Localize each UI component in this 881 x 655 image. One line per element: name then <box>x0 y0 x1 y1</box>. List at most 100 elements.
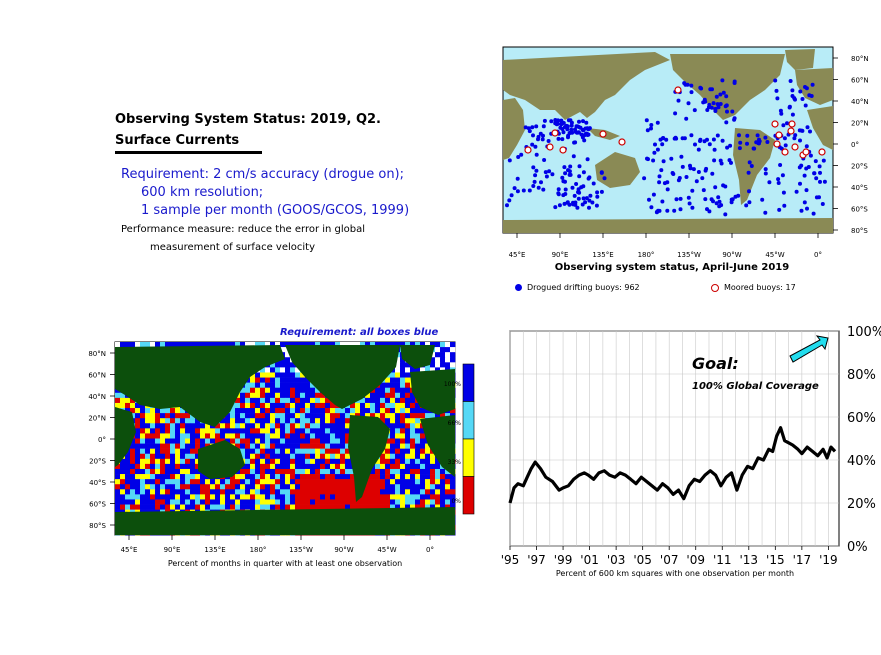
coverage-cell <box>330 448 336 455</box>
coverage-cell <box>270 468 276 475</box>
coverage-cell <box>295 413 301 419</box>
coverage-cell <box>150 413 156 419</box>
coverage-cell <box>245 438 251 444</box>
coverage-cell <box>395 367 401 373</box>
coverage-cell <box>190 484 196 490</box>
coverage-cell <box>245 392 251 399</box>
coverage-cell <box>375 489 381 495</box>
coverage-cell <box>320 479 326 485</box>
coverage-cell <box>400 443 406 449</box>
drifter-dot <box>805 125 810 130</box>
coverage-cell <box>425 408 431 414</box>
coverage-cell <box>200 342 206 348</box>
coverage-cell <box>230 474 236 480</box>
coverage-cell <box>345 468 351 475</box>
coverage-cell <box>320 392 326 399</box>
drifter-dot <box>649 123 654 127</box>
drifter-dot <box>671 172 676 176</box>
coverage-cell <box>370 484 376 490</box>
coverage-cell <box>140 499 146 505</box>
coverage-cell <box>275 468 281 475</box>
coverage-cell <box>155 474 161 480</box>
drifter-dot <box>760 197 765 202</box>
x-tick-label: '09 <box>686 553 705 567</box>
drifter-dot <box>705 137 709 142</box>
coverage-cell <box>390 428 396 434</box>
coverage-cell <box>140 504 146 510</box>
coverage-cell <box>410 448 416 455</box>
coverage-cell <box>230 489 236 495</box>
coverage-cell <box>250 443 256 449</box>
drifter-dot <box>775 96 780 101</box>
coverage-cell <box>175 418 181 424</box>
coverage-cell <box>260 428 266 434</box>
coverage-cell <box>400 382 406 389</box>
drifter-dot <box>661 159 666 164</box>
coverage-cell <box>140 474 146 480</box>
coverage-cell <box>235 423 241 429</box>
coverage-cell <box>405 387 411 394</box>
drifter-dot <box>660 142 665 147</box>
coverage-cell <box>295 463 301 470</box>
coverage-cell <box>395 494 401 500</box>
coverage-cell <box>380 408 386 414</box>
coverage-cell <box>255 458 261 465</box>
coverage-cell <box>245 468 251 475</box>
coverage-cell <box>425 484 431 490</box>
drifter-dot <box>745 141 749 146</box>
coverage-cell <box>285 387 291 394</box>
coverage-cell <box>250 484 256 490</box>
coverage-cell <box>410 392 416 399</box>
coverage-cell <box>270 433 276 439</box>
coverage-cell <box>330 479 336 485</box>
coverage-cell <box>390 423 396 429</box>
coverage-cell <box>250 438 256 444</box>
coverage-cell <box>415 408 421 414</box>
coverage-cell <box>195 489 201 495</box>
x-tick-label: '07 <box>660 553 679 567</box>
status-map-land <box>503 49 833 233</box>
drifter-dot <box>689 90 694 95</box>
coverage-cell <box>370 402 376 409</box>
coverage-cell <box>330 499 336 505</box>
coverage-cell <box>350 494 356 500</box>
drifter-dot <box>587 126 592 131</box>
coverage-cell <box>310 463 316 470</box>
x-tick-label: '97 <box>527 553 546 567</box>
coverage-cell <box>230 484 236 490</box>
drifter-dot <box>783 143 788 148</box>
coverage-cell <box>285 377 291 383</box>
drifter-dot <box>749 164 754 168</box>
coverage-cell <box>290 413 296 419</box>
moored-buoy <box>546 143 554 151</box>
drifter-dot <box>799 208 804 213</box>
coverage-cell <box>385 479 391 485</box>
coverage-cell <box>125 504 131 510</box>
drifter-dot <box>763 135 768 140</box>
coverage-cell <box>235 504 241 510</box>
drifter-dot <box>581 119 585 124</box>
coverage-cell <box>335 499 341 505</box>
coverage-cell <box>230 342 236 348</box>
coverage-cell <box>210 489 216 495</box>
coverage-cell <box>205 499 211 505</box>
coverage-cell <box>310 342 316 348</box>
coverage-cell <box>240 494 246 500</box>
moored-buoy <box>787 127 795 135</box>
coverage-cell <box>405 408 411 414</box>
coverage-cell <box>420 342 426 348</box>
coverage-cell <box>145 474 151 480</box>
coverage-cell <box>305 499 311 505</box>
drifter-dot <box>566 168 570 173</box>
coverage-cell <box>325 438 331 444</box>
coverage-cell <box>165 494 171 500</box>
coverage-cell <box>275 448 281 455</box>
coverage-cell <box>285 342 291 348</box>
drifter-dot <box>746 170 751 175</box>
coverage-cell <box>135 423 141 429</box>
coverage-cell <box>430 413 436 419</box>
coverage-cell <box>180 418 186 424</box>
coverage-cell <box>275 392 281 399</box>
coverage-cell <box>155 438 161 444</box>
drifter-dot <box>577 164 582 169</box>
